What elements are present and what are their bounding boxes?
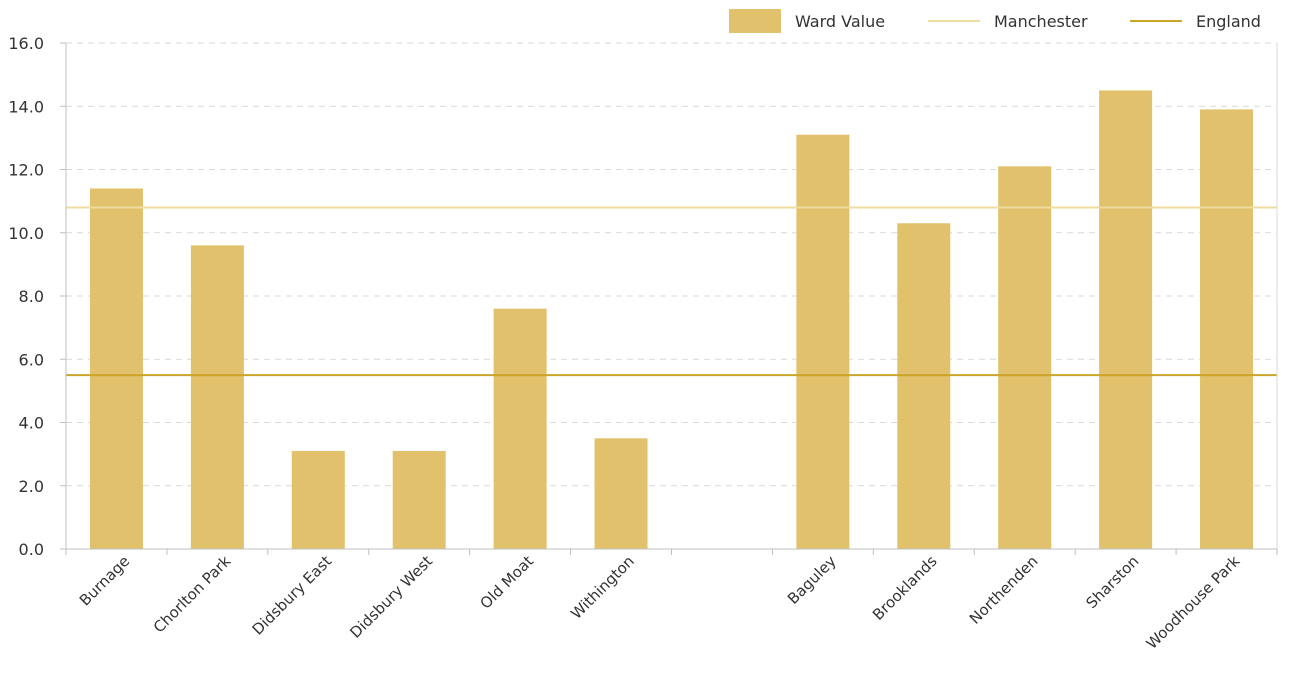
bar — [493, 308, 547, 549]
bar — [291, 450, 345, 549]
y-tick-label: 2.0 — [19, 477, 44, 496]
x-category-label: Burnage — [76, 552, 133, 609]
y-tick-label: 0.0 — [19, 540, 44, 559]
legend-label-ward-value: Ward Value — [795, 12, 885, 31]
y-tick-label: 14.0 — [8, 97, 44, 116]
legend-label-manchester: Manchester — [994, 12, 1088, 31]
bar — [89, 188, 143, 549]
legend-label-england: England — [1196, 12, 1261, 31]
x-category-label: Old Moat — [477, 552, 538, 613]
x-category-label: Baguley — [784, 552, 840, 608]
y-tick-label: 4.0 — [19, 414, 44, 433]
legend: Ward Value Manchester England — [729, 9, 1261, 33]
x-category-label: Woodhouse Park — [1143, 552, 1244, 653]
bars — [89, 90, 1254, 549]
bar — [998, 166, 1052, 549]
y-tick-labels: 0.0 2.0 4.0 6.0 8.0 10.0 12.0 14.0 16.0 — [8, 34, 44, 559]
reference-lines — [66, 206, 1277, 377]
y-tick-label: 16.0 — [8, 34, 44, 53]
bar — [594, 438, 648, 549]
bar — [1200, 109, 1254, 549]
bar — [190, 245, 244, 549]
x-category-label: Chorlton Park — [150, 552, 235, 637]
bar — [897, 223, 951, 549]
bar — [796, 134, 850, 549]
y-tick-label: 10.0 — [8, 224, 44, 243]
gridlines — [66, 42, 1277, 487]
y-tick-label: 8.0 — [19, 287, 44, 306]
x-category-label: Didsbury East — [249, 552, 336, 639]
axes — [60, 42, 1278, 555]
bar — [392, 450, 446, 549]
legend-swatch-ward-value — [729, 9, 781, 33]
x-category-label: Brooklands — [869, 552, 941, 624]
y-tick-label: 6.0 — [19, 350, 44, 369]
y-tick-label: 12.0 — [8, 161, 44, 180]
x-category-label: Northenden — [966, 552, 1042, 628]
x-category-label: Withington — [567, 552, 638, 623]
x-category-labels: Burnage Chorlton Park Didsbury East Didsbur… — [76, 552, 1244, 653]
x-category-label: Sharston — [1083, 552, 1143, 612]
bar — [1099, 90, 1153, 549]
x-category-label: Didsbury West — [346, 552, 436, 642]
